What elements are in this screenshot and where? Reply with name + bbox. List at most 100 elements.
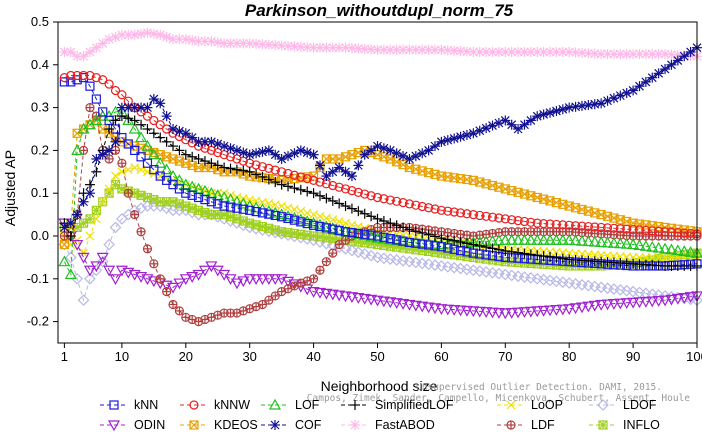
point-knnw-5	[85, 70, 95, 81]
point-kdeos-1	[59, 239, 69, 250]
point-simplifiedlof-58	[423, 229, 434, 240]
point-simplifiedlof-23	[199, 156, 210, 167]
point-ldof-48	[358, 248, 371, 260]
point-loop-43	[328, 215, 338, 225]
point-cof-99	[685, 46, 696, 57]
point-simplifiedlof-41	[314, 190, 325, 201]
point-knn-43	[328, 224, 338, 234]
x-tick-label-70: 70	[498, 349, 512, 364]
point-simplifiedlof-68	[487, 243, 498, 254]
legend-label-kdeos: KDEOS	[214, 418, 258, 432]
point-odin-74	[524, 306, 537, 318]
point-knnw-16	[155, 120, 165, 130]
point-odin-62	[448, 305, 461, 316]
point-odin-76	[537, 305, 550, 317]
point-knn-58	[424, 240, 434, 250]
point-simplifiedlof-15	[148, 128, 159, 139]
point-cof-94	[653, 68, 664, 79]
point-simplifiedlof-61	[442, 234, 453, 245]
point-simplifiedlof-14	[142, 124, 153, 134]
point-odin-88	[614, 298, 627, 310]
point-simplifiedlof-2	[65, 231, 76, 241]
point-lof-88	[614, 237, 627, 249]
point-cof-2	[65, 218, 76, 229]
point-lof-81	[569, 234, 582, 246]
point-ldof-5	[84, 272, 96, 285]
point-odin-31	[250, 274, 263, 286]
point-knnw-3	[72, 70, 82, 81]
point-simplifiedlof-48	[359, 208, 370, 219]
point-knn-15	[149, 165, 159, 175]
point-knnw-75	[532, 218, 542, 228]
legend-label-lof: LOF	[295, 398, 320, 412]
point-knn-57	[417, 239, 427, 249]
point-fastabod-23	[199, 36, 210, 47]
point-inflo-19	[174, 199, 185, 209]
point-ldf-40	[309, 274, 319, 284]
plot-frame	[57, 21, 698, 344]
point-knnw-43	[328, 180, 338, 191]
point-lof-3	[71, 144, 84, 155]
point-odin-46	[345, 292, 358, 304]
point-fastabod-27	[225, 38, 236, 49]
point-knn-12	[130, 145, 140, 155]
point-knn-30	[245, 205, 255, 215]
point-fastabod-63	[455, 46, 466, 57]
point-knn-47	[353, 228, 363, 239]
point-lof-16	[154, 157, 167, 168]
point-loop-44	[334, 217, 344, 226]
point-odin-33	[262, 274, 275, 286]
point-fastabod-57	[417, 44, 428, 55]
legend-marker-odin	[107, 420, 121, 432]
point-cof-43	[327, 166, 338, 177]
point-ldf-33	[264, 295, 274, 305]
point-cof-48	[359, 149, 370, 160]
x-tick-label-60: 60	[434, 349, 448, 364]
point-loop-10	[117, 167, 127, 177]
legend-label-loop: LoOP	[531, 398, 563, 412]
point-simplifiedlof-21	[187, 151, 198, 162]
point-simplifiedlof-64	[461, 238, 472, 249]
point-ldof-1	[58, 238, 71, 251]
y-tick-label-4: 0.2	[31, 142, 49, 157]
point-knn-39	[302, 218, 312, 229]
point-knnw-15	[149, 115, 159, 126]
point-fastabod-4	[78, 51, 89, 62]
point-cof-20	[180, 128, 191, 139]
legend-item-cof: COF	[261, 418, 322, 432]
point-fastabod-87	[608, 49, 619, 60]
point-cof-98	[679, 51, 690, 62]
point-odin-30	[243, 274, 256, 286]
point-fastabod-65	[468, 46, 479, 57]
point-simplifiedlof-77	[545, 251, 556, 262]
point-knnw-68	[487, 212, 498, 222]
point-cof-29	[238, 147, 249, 158]
point-cof-93	[647, 72, 658, 83]
point-simplifiedlof-65	[468, 239, 479, 250]
legend-item-fastabod: FastABOD	[341, 418, 435, 432]
point-knn-45	[340, 227, 351, 237]
point-knn-14	[142, 158, 153, 168]
point-cof-64	[461, 129, 472, 140]
point-cof-90	[628, 85, 639, 96]
point-cof-9	[110, 136, 121, 147]
point-odin-96	[665, 294, 678, 306]
point-knnw-63	[455, 208, 466, 218]
point-knnw-89	[622, 224, 632, 234]
point-knn-46	[347, 227, 357, 238]
legend-item-knn: kNN	[100, 398, 158, 412]
point-ldf-5	[85, 102, 95, 113]
point-odin-68	[486, 307, 499, 319]
point-knnw-41	[315, 177, 325, 187]
point-simplifiedlof-42	[321, 193, 332, 204]
point-ldf-18	[168, 299, 178, 310]
point-cof-11	[123, 102, 134, 113]
point-knnw-59	[430, 204, 440, 214]
point-knnw-64	[462, 209, 472, 219]
point-lof-13	[135, 131, 148, 143]
point-cof-16	[155, 98, 166, 109]
legend-item-knnw: kNNW	[180, 398, 250, 412]
point-ldf-16	[155, 274, 165, 284]
point-knn-55	[404, 237, 415, 248]
point-simplifiedlof-5	[84, 179, 95, 190]
